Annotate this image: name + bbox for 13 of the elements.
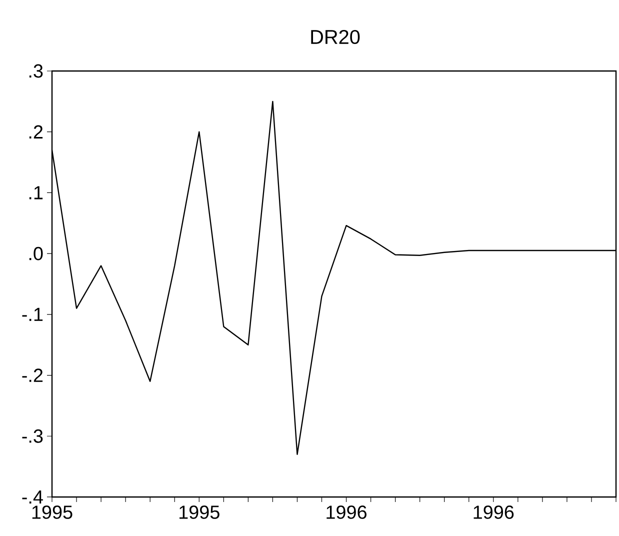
y-tick-label: -.1 (22, 308, 43, 321)
y-tick-label: .1 (29, 186, 43, 200)
x-tick-label: 1996 (326, 506, 366, 519)
x-tick-label: 1996 (474, 506, 514, 519)
y-tick-label: -.3 (22, 429, 43, 443)
y-tick-label: -.2 (22, 368, 43, 382)
y-tick-label: .3 (29, 64, 43, 78)
chart-title: DR20 (311, 30, 360, 44)
y-tick-label: .0 (29, 246, 43, 260)
y-tick-label: -.4 (22, 490, 43, 504)
x-tick-label: 1995 (180, 506, 220, 519)
y-tick-label: .2 (29, 125, 43, 138)
x-tick-label: 1995 (32, 506, 72, 519)
